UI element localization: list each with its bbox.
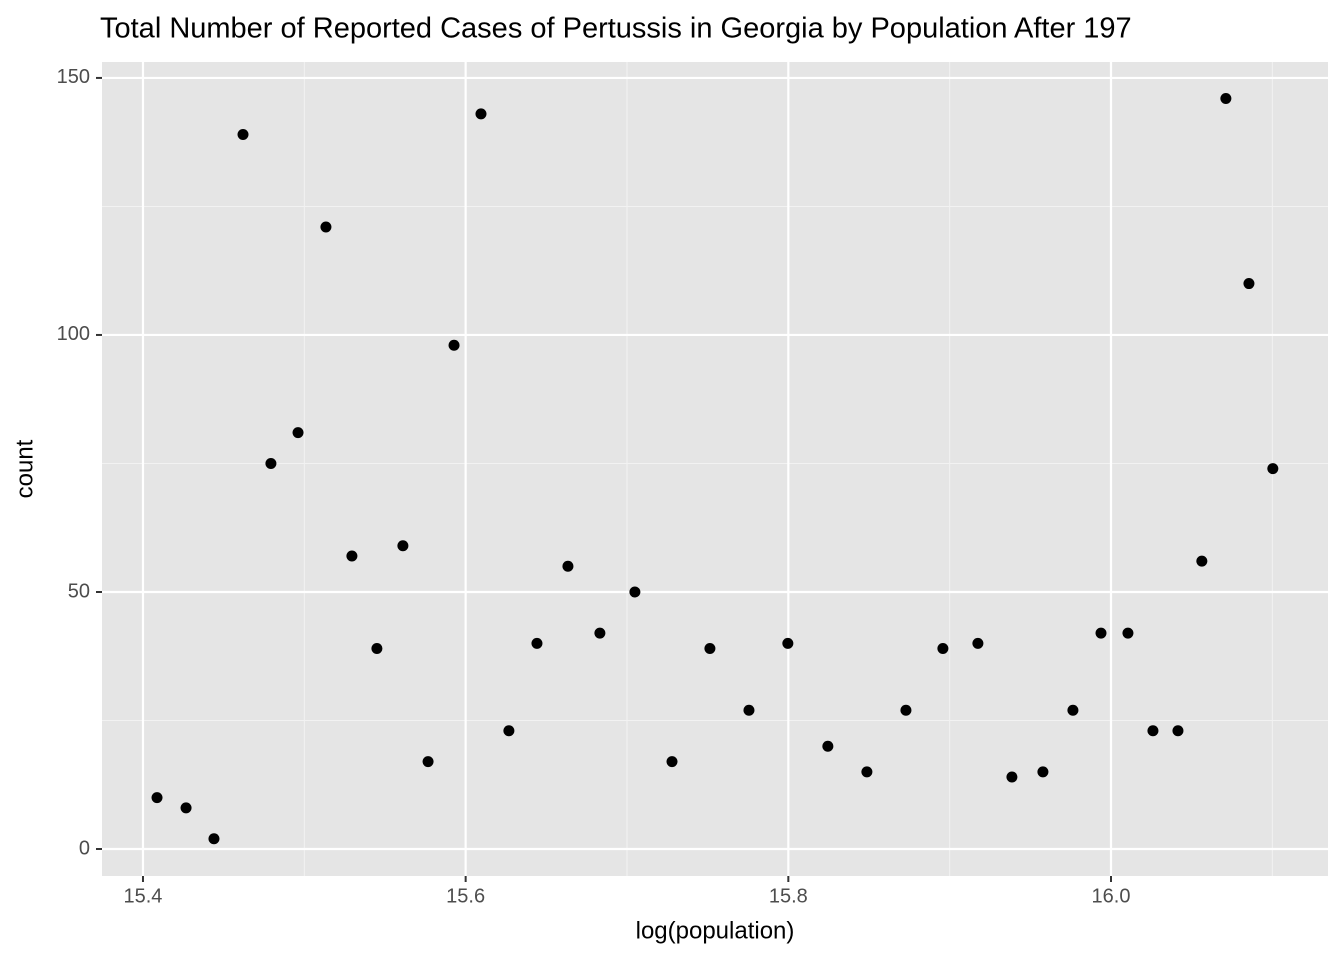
point <box>861 766 873 778</box>
point <box>151 792 163 804</box>
point <box>594 627 606 639</box>
point <box>900 704 912 716</box>
x-tick-label: 15.4 <box>124 885 163 907</box>
point <box>666 756 678 768</box>
point <box>782 637 794 649</box>
point <box>503 725 515 737</box>
x-axis-title: log(population) <box>636 917 795 944</box>
point <box>320 221 332 233</box>
point <box>180 802 192 814</box>
point <box>1243 278 1255 290</box>
point <box>1095 627 1107 639</box>
point <box>1037 766 1049 778</box>
point <box>937 643 949 655</box>
point <box>475 108 487 120</box>
chart-title: Total Number of Reported Cases of Pertus… <box>100 13 1132 45</box>
x-tick-label: 16.0 <box>1092 885 1131 907</box>
point <box>1147 725 1159 737</box>
point <box>422 756 434 768</box>
point <box>208 833 220 845</box>
point <box>265 457 277 469</box>
point <box>822 740 834 752</box>
plot-panel <box>102 62 1328 876</box>
point <box>1067 704 1079 716</box>
point <box>397 540 409 552</box>
y-tick-label: 100 <box>57 323 90 345</box>
point <box>371 643 383 655</box>
point <box>292 427 304 439</box>
point <box>1172 725 1184 737</box>
point <box>562 560 574 572</box>
y-axis-title: count <box>11 439 38 498</box>
point <box>972 637 984 649</box>
y-tick-label: 50 <box>68 580 90 602</box>
point <box>1006 771 1018 783</box>
y-tick-label: 0 <box>79 837 90 859</box>
y-tick-label: 150 <box>57 66 90 88</box>
point <box>743 704 755 716</box>
point <box>629 586 641 598</box>
point <box>448 339 460 351</box>
point <box>1267 463 1279 475</box>
point <box>237 128 249 140</box>
point <box>1122 627 1134 639</box>
point <box>1196 555 1208 567</box>
point <box>346 550 358 562</box>
point <box>1220 92 1232 104</box>
point <box>704 643 716 655</box>
x-tick-label: 15.8 <box>769 885 808 907</box>
point <box>531 637 543 649</box>
x-tick-label: 15.6 <box>446 885 485 907</box>
